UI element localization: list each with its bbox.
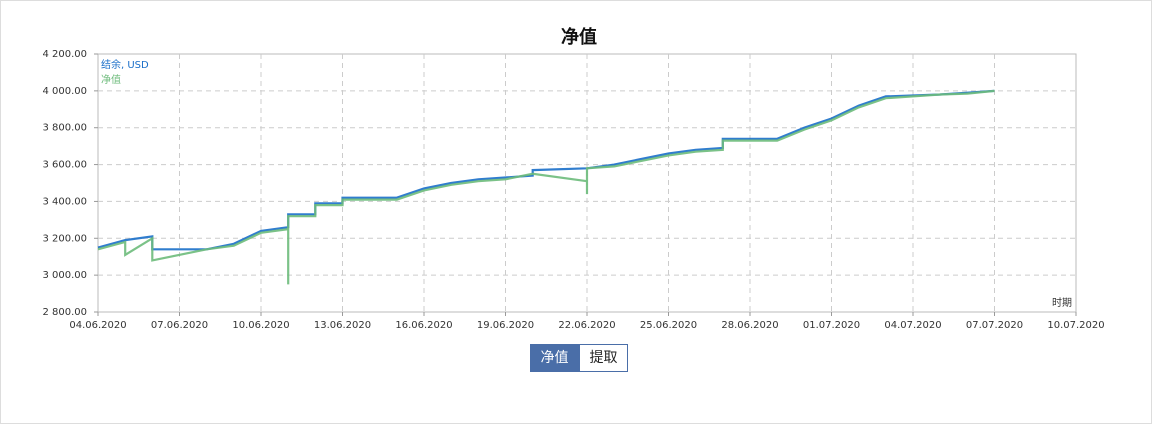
y-tick-label: 2 800.00 — [42, 307, 87, 318]
series-line — [97, 89, 995, 285]
legend-entry: 结余, USD — [101, 58, 149, 71]
chart: 净值 时期 2 800.00 3 000.00 3 200.00 3 400.00 3 … — [42, 26, 1104, 331]
x-tick-label: 25.06.2020 — [640, 320, 697, 331]
chart-title: 净值 — [561, 26, 597, 48]
x-tick-label: 16.06.2020 — [395, 320, 452, 331]
x-tick-label: 01.07.2020 — [803, 320, 860, 331]
x-tick-label: 07.07.2020 — [966, 320, 1023, 331]
x-tick-label: 04.07.2020 — [884, 320, 941, 331]
x-tick-label: 22.06.2020 — [558, 320, 615, 331]
y-tick-label: 3 800.00 — [42, 123, 87, 134]
series-line — [97, 89, 995, 251]
x-tick-label: 10.07.2020 — [1047, 320, 1104, 331]
y-tick-label: 3 000.00 — [42, 270, 87, 281]
x-tick-label: 13.06.2020 — [314, 320, 371, 331]
button[interactable]: 净值 — [530, 344, 579, 372]
x-tick-label: 28.06.2020 — [721, 320, 778, 331]
x-tick-label: 19.06.2020 — [477, 320, 534, 331]
legend-entry: 净值 — [101, 73, 121, 86]
y-tick-label: 4 200.00 — [42, 49, 87, 60]
y-tick-label: 3 200.00 — [42, 233, 87, 244]
y-tick-label: 4 000.00 — [42, 86, 87, 97]
x-tick-label: 04.06.2020 — [69, 320, 126, 331]
y-tick-label: 3 400.00 — [42, 196, 87, 207]
button[interactable]: 提取 — [579, 344, 628, 372]
x-axis-label: 时期 — [1052, 297, 1072, 309]
x-tick-label: 10.06.2020 — [232, 320, 289, 331]
y-tick-label: 3 600.00 — [42, 160, 87, 171]
x-tick-label: 07.06.2020 — [151, 320, 208, 331]
